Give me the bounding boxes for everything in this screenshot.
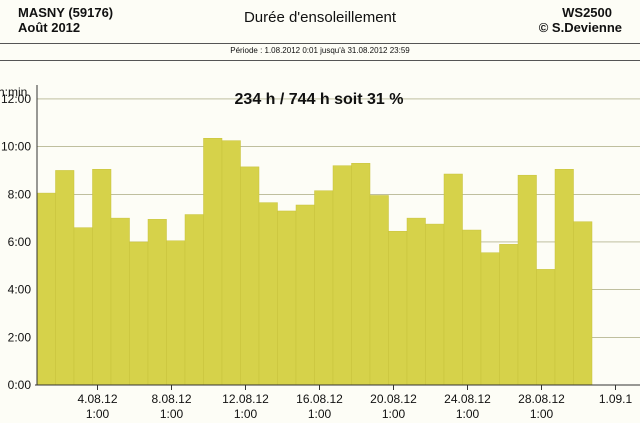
y-tick-label: 2:00	[8, 330, 32, 344]
bar	[203, 138, 223, 386]
y-tick-label: 10:00	[1, 140, 31, 154]
y-tick-label: 0:00	[8, 378, 32, 392]
bar	[406, 217, 426, 386]
bar	[443, 173, 463, 386]
x-tick-date-label: 20.08.12	[370, 392, 417, 406]
bar	[369, 195, 389, 386]
bar	[73, 227, 93, 386]
bar	[240, 166, 260, 386]
x-tick-time-label: 1:00	[234, 407, 258, 421]
bar	[36, 192, 56, 386]
chart-header-title: Durée d'ensoleillement	[243, 9, 397, 26]
month-label: Août 2012	[18, 20, 81, 35]
x-tick-date-label: 16.08.12	[296, 392, 343, 406]
y-tick-label: 12:00	[1, 92, 31, 106]
x-tick-date-label: 24.08.12	[444, 392, 491, 406]
bar	[351, 163, 371, 386]
bar	[295, 204, 315, 386]
x-tick-date-label: 4.08.12	[77, 392, 117, 406]
chart-summary-title: 234 h / 744 h soit 31 %	[235, 91, 404, 108]
x-tick-time-label: 1:00	[160, 407, 184, 421]
y-tick-label: 6:00	[8, 235, 32, 249]
model-label: WS2500	[562, 5, 612, 20]
bar	[462, 229, 482, 386]
period-bar	[0, 43, 640, 61]
x-tick-time-label: 1:00	[382, 407, 406, 421]
bar	[499, 244, 519, 386]
bar	[184, 214, 204, 386]
axis-layer: 0:002:004:006:008:0010:0012:004.08.121:0…	[1, 85, 640, 421]
bar	[110, 217, 130, 386]
bar	[554, 168, 574, 386]
x-tick-date-label: 1.09.1	[599, 392, 633, 406]
x-tick-date-label: 8.08.12	[151, 392, 191, 406]
bar	[388, 230, 408, 386]
bar	[332, 165, 352, 386]
bar	[536, 269, 556, 386]
bar	[480, 252, 500, 386]
x-tick-time-label: 1:00	[86, 407, 110, 421]
bar	[258, 202, 278, 386]
bar	[221, 140, 241, 386]
bar	[277, 210, 297, 386]
y-tick-label: 8:00	[8, 187, 32, 201]
x-tick-time-label: 1:00	[456, 407, 480, 421]
bar-layer	[36, 138, 593, 386]
y-axis-unit-label: h:min	[0, 85, 27, 99]
bar	[147, 219, 167, 386]
bar	[92, 168, 112, 386]
bar	[517, 174, 537, 386]
bar	[425, 223, 445, 386]
bar	[129, 241, 149, 386]
bar	[55, 170, 75, 386]
bar	[166, 240, 186, 386]
x-tick-date-label: 28.08.12	[518, 392, 565, 406]
y-tick-label: 4:00	[8, 283, 32, 297]
bar	[573, 221, 593, 386]
author-label: © S.Devienne	[538, 20, 622, 35]
station-label: MASNY (59176)	[18, 5, 114, 20]
x-tick-time-label: 1:00	[530, 407, 554, 421]
period-label: Période : 1.08.2012 0:01 jusqu'à 31.08.2…	[230, 46, 410, 55]
x-tick-date-label: 12.08.12	[222, 392, 269, 406]
x-tick-time-label: 1:00	[308, 407, 332, 421]
bar	[314, 190, 334, 386]
